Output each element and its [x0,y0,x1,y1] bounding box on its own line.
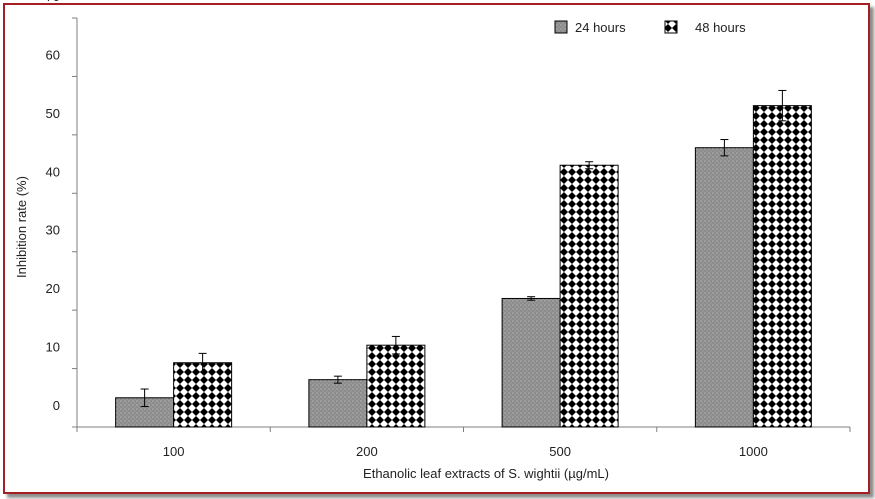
bar-24-hours-200 [308,379,368,428]
y-axis-title: Inhibition rate (%) [14,176,29,278]
bars [115,89,812,428]
x-tick-label: 200 [356,444,378,459]
y-tick-label: 40 [46,164,60,179]
y-tick-label: 10 [46,340,60,355]
tick-labels: 0 10 20 30 40 50 60 70 100 200 500 1000 [46,0,768,459]
error-bar-48-hours-100 [198,352,207,373]
error-bar-24-hours-500 [527,296,536,301]
x-axis-title: Ethanolic leaf extracts of S. wightii (µ… [363,466,609,481]
error-bar-48-hours-200 [391,335,400,355]
legend-swatch-48-hours [664,20,678,34]
bar-48-hours-1000 [752,105,812,428]
error-bar-24-hours-200 [333,375,342,384]
legend-label-48-hours: 48 hours [695,20,746,35]
error-bar-24-hours-1000 [720,139,729,157]
error-bar-24-hours-100 [140,388,149,408]
x-tick-label: 500 [549,444,571,459]
y-tick-label: 70 [46,0,60,4]
y-tick-label: 50 [46,106,60,121]
y-tick-label: 60 [46,47,60,62]
error-bar-48-hours-500 [585,161,594,170]
x-tick-label: 100 [163,444,185,459]
bar-24-hours-500 [501,297,561,428]
legend-label-24-hours: 24 hours [575,20,626,35]
bar-48-hours-500 [559,164,619,428]
bar-24-hours-1000 [694,147,754,428]
y-tick-label: 20 [46,281,60,296]
x-tick-label: 1000 [739,444,768,459]
bar-48-hours-200 [366,344,426,428]
legend-swatch-24-hours [554,20,568,34]
y-tick-label: 0 [53,398,60,413]
legend: 24 hours 48 hours [554,20,746,35]
y-tick-label: 30 [46,223,60,238]
error-bar-48-hours-1000 [778,89,787,122]
